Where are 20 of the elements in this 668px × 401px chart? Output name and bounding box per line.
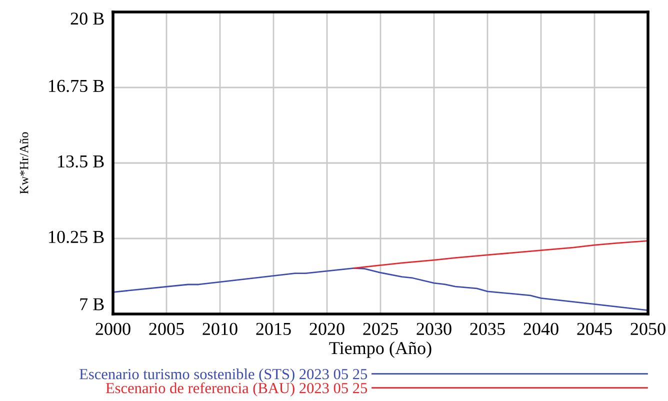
- x-tick-label: 2030: [416, 322, 452, 336]
- x-tick-label: 2040: [524, 322, 558, 336]
- x-tick-label: 2020: [310, 322, 344, 336]
- text: Escenario de referencia (BAU) 2023 05 25: [106, 382, 368, 396]
- text: Escenario turismo sostenible (STS) 2023 05 25: [80, 368, 368, 382]
- x-tick-label: 2000: [96, 322, 130, 336]
- y-tick-label: 10.25 B: [49, 230, 104, 244]
- x-tick-label: 2005: [149, 322, 184, 336]
- y-tick-label: 20 B: [70, 12, 104, 25]
- y-axis-title: Kw*Hr/Año: [20, 132, 28, 194]
- x-tick-label: 2015: [256, 322, 291, 336]
- y-tick-label: 13.5 B: [58, 155, 104, 168]
- y-tick-label: 16.75 B: [49, 80, 104, 92]
- x-tick-label: 2050: [630, 322, 666, 336]
- x-axis-title: Tiempo (Año): [329, 341, 432, 358]
- y-tick-label: 7 B: [80, 298, 104, 310]
- x-tick-label: 2025: [363, 322, 398, 336]
- x-tick-label: 2010: [202, 322, 238, 336]
- x-tick-label: 2035: [470, 322, 505, 336]
- x-tick-label: 2045: [577, 322, 612, 336]
